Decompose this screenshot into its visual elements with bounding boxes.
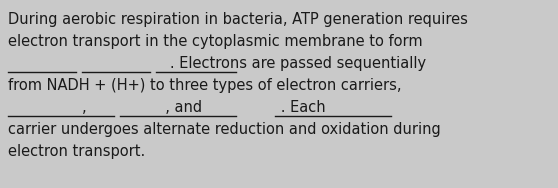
Text: ,                 , and                 . Each: , , and . Each [8,100,326,115]
Text: electron transport.: electron transport. [8,144,145,159]
Text: During aerobic respiration in bacteria, ATP generation requires: During aerobic respiration in bacteria, … [8,12,468,27]
Text: . Electrons are passed sequentially: . Electrons are passed sequentially [8,56,426,71]
Text: electron transport in the cytoplasmic membrane to form: electron transport in the cytoplasmic me… [8,34,422,49]
Text: from NADH + (H+) to three types of electron carriers,: from NADH + (H+) to three types of elect… [8,78,402,93]
Text: carrier undergoes alternate reduction and oxidation during: carrier undergoes alternate reduction an… [8,122,441,137]
